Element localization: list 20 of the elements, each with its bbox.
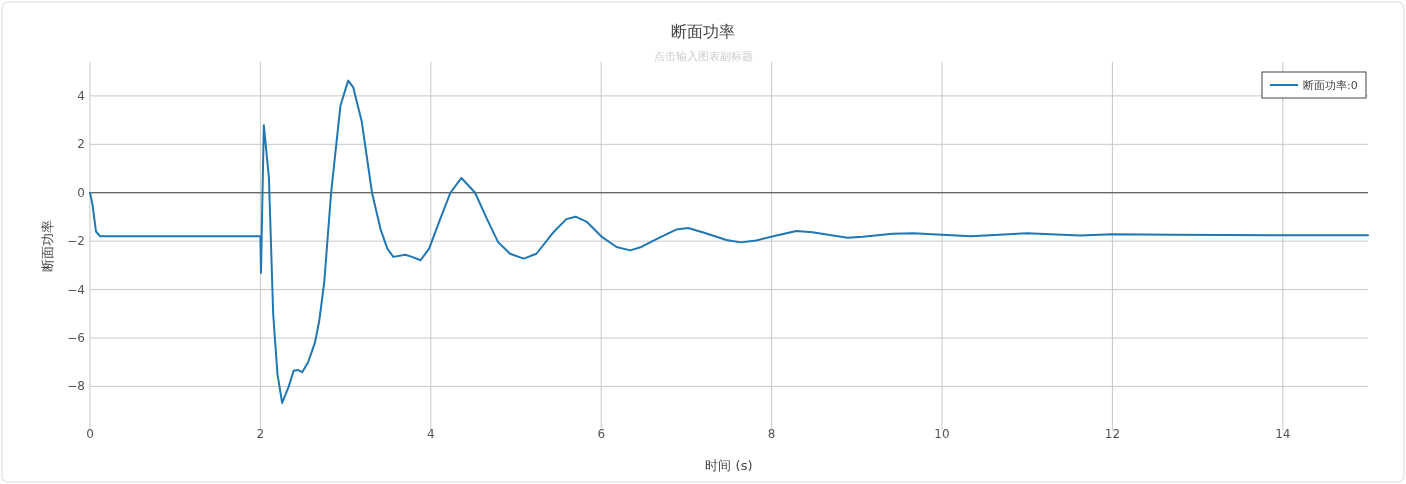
x-tick-label: 12	[1104, 427, 1121, 441]
x-tick-label: 4	[426, 427, 435, 441]
x-tick-label: 8	[767, 427, 776, 441]
line-series	[89, 79, 1369, 404]
y-tick-label: −8	[67, 379, 85, 394]
y-tick-label: −2	[67, 234, 85, 249]
x-tick-label: 10	[934, 427, 950, 441]
y-tick-label: 2	[77, 137, 85, 152]
x-tick-label: 2	[256, 427, 265, 441]
y-tick-label: 4	[77, 88, 85, 103]
chart-title: 断面功率	[671, 22, 735, 41]
y-tick-label: −6	[67, 331, 85, 345]
y-tick-label: −4	[67, 282, 85, 297]
y-tick-label: 0	[77, 185, 85, 200]
x-tick-label: 14	[1275, 427, 1291, 441]
x-axis-title: 时间 (s)	[705, 458, 753, 473]
legend-label: 断面功率:0	[1303, 79, 1358, 92]
y-axis-title: 断面功率	[40, 220, 55, 272]
x-tick-label: 0	[86, 427, 94, 441]
x-tick-label: 6	[597, 427, 606, 441]
